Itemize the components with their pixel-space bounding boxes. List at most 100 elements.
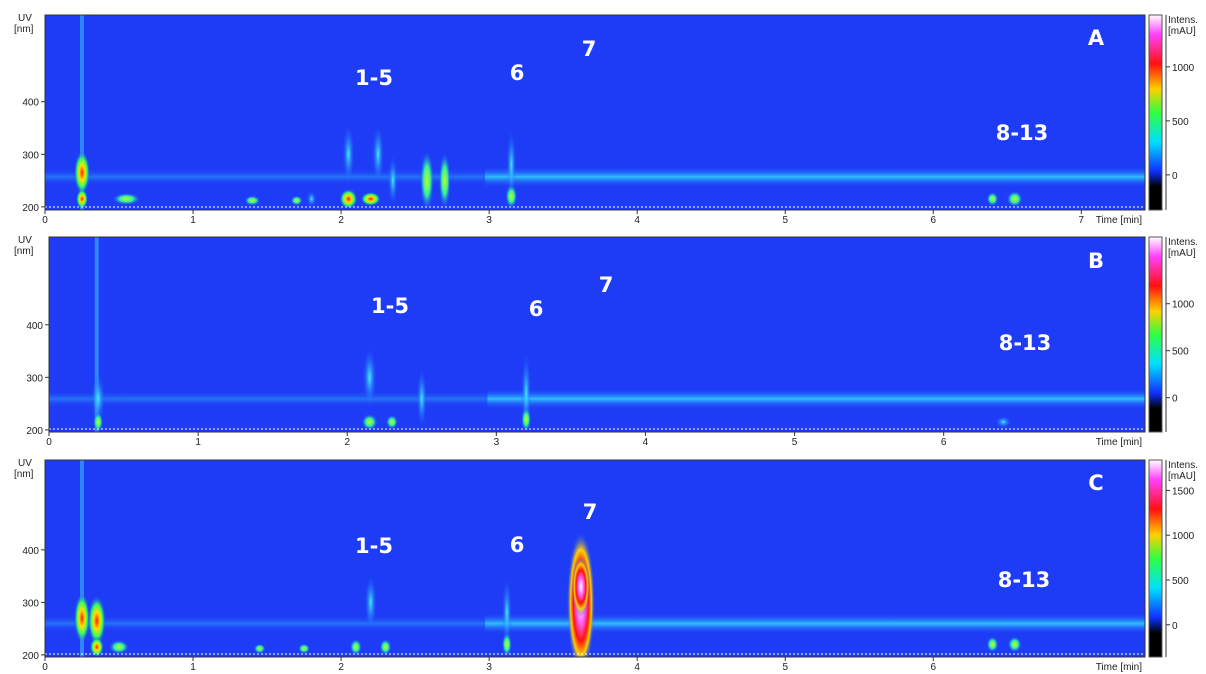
peak-annotation: 7 bbox=[599, 273, 614, 297]
x-tick-label: 3 bbox=[486, 662, 492, 673]
peak-blob bbox=[244, 195, 261, 206]
x-tick-label: 1 bbox=[190, 215, 196, 226]
x-tick-label: 4 bbox=[634, 662, 640, 673]
peak-blob bbox=[306, 190, 317, 207]
peak-annotation: 6 bbox=[510, 61, 525, 85]
panel: UV[nm] 200 300 400 0 1 2 3 4 5 6 Time [min] Intens.[… bbox=[14, 235, 1198, 448]
y-tick-label: 300 bbox=[22, 598, 39, 609]
y-tick-label: 400 bbox=[26, 321, 43, 332]
peak-annotation: 1-5 bbox=[371, 294, 409, 318]
peak-annotation: 7 bbox=[583, 500, 598, 524]
colorbar-tick-label: 1000 bbox=[1172, 531, 1195, 542]
panel: UV[nm] 200 300 400 0 1 2 3 4 5 6 7 Time [min] Intens.… bbox=[14, 13, 1198, 226]
heatmap bbox=[45, 460, 1145, 657]
peak-blob bbox=[506, 129, 517, 200]
peak-blob bbox=[360, 191, 381, 206]
x-axis-label: Time [min] bbox=[1096, 215, 1143, 226]
peak-blob bbox=[438, 152, 451, 209]
peak-blob bbox=[505, 184, 518, 209]
colorbar-label: [mAU] bbox=[1168, 471, 1196, 482]
plot-frame bbox=[44, 14, 1146, 211]
peak-blob bbox=[419, 150, 434, 210]
peak-blob bbox=[372, 124, 385, 185]
x-tick-label: 6 bbox=[941, 437, 947, 448]
y-tick-label: 200 bbox=[26, 426, 43, 437]
colorbar-label: Intens. bbox=[1168, 460, 1198, 471]
baseline-band bbox=[485, 166, 1145, 187]
peak-annotation: 8-13 bbox=[999, 331, 1052, 355]
peak-blob bbox=[379, 639, 392, 656]
panel-label: A bbox=[1088, 26, 1105, 50]
peak-blob bbox=[364, 574, 377, 631]
baseline-band bbox=[45, 615, 485, 632]
injection-streak bbox=[80, 460, 85, 657]
panel-label: B bbox=[1088, 249, 1104, 273]
colorbar-tick-label: 1000 bbox=[1172, 300, 1195, 311]
y-axis-label: [nm] bbox=[14, 469, 34, 480]
peak-blob bbox=[87, 595, 106, 646]
y-tick-label: 300 bbox=[26, 373, 43, 384]
peak-annotation: 6 bbox=[529, 297, 544, 321]
x-tick-label: 7 bbox=[1079, 215, 1085, 226]
x-tick-label: 5 bbox=[782, 662, 788, 673]
peak-blob bbox=[109, 640, 130, 655]
colorbar-tick-label: 1000 bbox=[1172, 63, 1195, 74]
peak-blob bbox=[361, 414, 378, 431]
peak-blob bbox=[385, 415, 398, 430]
peak-annotation: 8-13 bbox=[998, 568, 1051, 592]
injection-streak bbox=[94, 237, 99, 432]
colorbar-tick-label: 0 bbox=[1172, 621, 1178, 632]
peak-blob bbox=[89, 637, 104, 657]
peak-blob bbox=[298, 643, 311, 654]
colorbar bbox=[1148, 236, 1163, 433]
peak-blob bbox=[1007, 636, 1022, 653]
x-tick-label: 2 bbox=[338, 662, 344, 673]
colorbar-label: [mAU] bbox=[1168, 26, 1196, 37]
peak-annotation: 7 bbox=[582, 37, 597, 61]
peak-blob bbox=[416, 368, 427, 429]
y-axis-label: UV bbox=[18, 13, 32, 24]
peak-blob bbox=[571, 556, 590, 617]
peak-blob bbox=[342, 124, 355, 185]
baseline-band bbox=[485, 613, 1145, 634]
peak-blob bbox=[339, 188, 358, 209]
x-tick-label: 5 bbox=[792, 437, 798, 448]
y-tick-label: 200 bbox=[22, 651, 39, 662]
peak-blob bbox=[986, 636, 999, 653]
peak-blob bbox=[76, 188, 89, 209]
x-tick-label: 3 bbox=[494, 437, 500, 448]
y-axis-label: [nm] bbox=[14, 246, 34, 257]
baseline-band bbox=[487, 388, 1145, 409]
x-tick-label: 1 bbox=[195, 437, 201, 448]
colorbar-label: [mAU] bbox=[1168, 248, 1196, 259]
peak-blob bbox=[112, 192, 141, 205]
plot-frame bbox=[48, 236, 1146, 433]
y-tick-label: 400 bbox=[22, 546, 39, 557]
peak-blob bbox=[1006, 190, 1023, 207]
y-axis-label: [nm] bbox=[14, 24, 34, 35]
x-tick-label: 6 bbox=[931, 215, 937, 226]
x-tick-label: 0 bbox=[42, 215, 48, 226]
peak-blob bbox=[349, 639, 362, 656]
colorbar bbox=[1148, 459, 1163, 658]
x-axis-label: Time [min] bbox=[1096, 662, 1143, 673]
y-axis-label: UV bbox=[18, 235, 32, 246]
peak-annotation: 8-13 bbox=[996, 121, 1049, 145]
peak-blob bbox=[91, 373, 106, 424]
y-axis-label: UV bbox=[18, 458, 32, 469]
colorbar-tick-label: 500 bbox=[1172, 117, 1189, 128]
peak-blob bbox=[521, 407, 532, 432]
x-tick-label: 2 bbox=[344, 437, 350, 448]
y-tick-label: 200 bbox=[22, 203, 39, 214]
peak-blob bbox=[253, 643, 266, 654]
peak-blob bbox=[362, 347, 377, 408]
x-tick-label: 4 bbox=[634, 215, 640, 226]
panel-label: C bbox=[1088, 471, 1103, 495]
colorbar bbox=[1148, 14, 1163, 211]
y-tick-label: 400 bbox=[22, 98, 39, 109]
colorbar-tick-label: 0 bbox=[1172, 394, 1178, 405]
injection-streak bbox=[80, 15, 85, 210]
heatmap bbox=[49, 237, 1145, 432]
peak-blob bbox=[74, 593, 91, 644]
